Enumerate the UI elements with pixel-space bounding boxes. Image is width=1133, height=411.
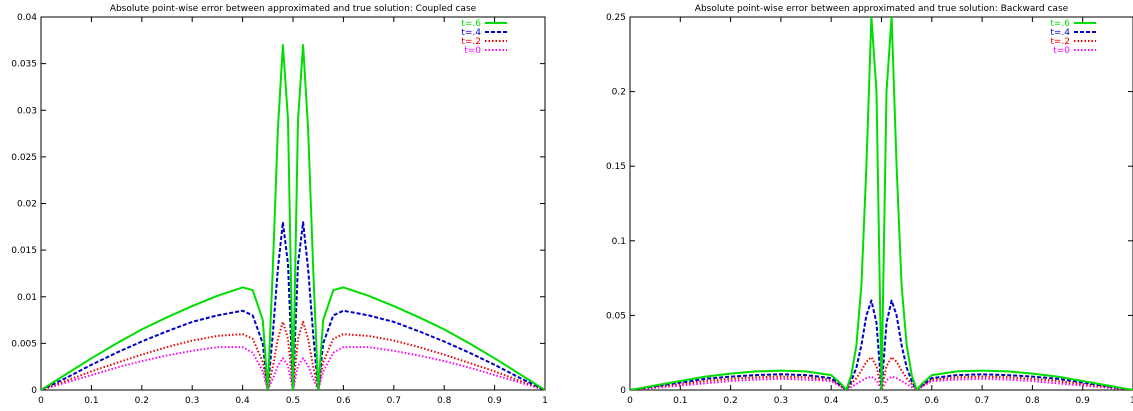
legend-label: t=.6: [1050, 19, 1070, 29]
x-tick-label: 0.4: [235, 396, 250, 406]
x-tick-label: 0.7: [387, 396, 401, 406]
series-line-t=.4: [630, 299, 1133, 390]
y-tick-label: 0.015: [11, 246, 37, 256]
series-line-t=.2: [41, 320, 545, 390]
y-tick-label: 0: [31, 386, 37, 396]
series-line-t=.6: [41, 44, 545, 390]
x-tick-label: 0.5: [286, 396, 300, 406]
y-tick-label: 0.1: [612, 237, 626, 247]
x-tick-label: 0.6: [336, 396, 351, 406]
x-tick-label: 0.6: [925, 396, 940, 406]
legend-label: t=.2: [1050, 37, 1070, 47]
x-tick-label: 0.1: [673, 396, 687, 406]
x-tick-label: 0.9: [1076, 396, 1091, 406]
x-tick-label: 0.8: [1025, 396, 1040, 406]
y-tick-label: 0.02: [17, 200, 37, 210]
chart-1: Absolute point-wise error between approx…: [11, 4, 548, 406]
x-tick-label: 0.3: [185, 396, 199, 406]
y-tick-label: 0.01: [17, 293, 37, 303]
x-tick-label: 1: [542, 396, 548, 406]
legend-label: t=.2: [461, 37, 481, 47]
x-tick-label: 0.1: [84, 396, 98, 406]
chart-title: Absolute point-wise error between approx…: [110, 4, 477, 14]
y-tick-label: 0: [620, 386, 626, 396]
series-line-t=.6: [630, 17, 1133, 390]
plot-frame: [40, 16, 546, 391]
y-tick-label: 0.005: [11, 339, 37, 349]
y-tick-label: 0.15: [606, 162, 626, 172]
y-tick-label: 0.035: [11, 60, 37, 70]
legend-label: t=.4: [1050, 28, 1070, 38]
legend-label: t=.4: [461, 28, 481, 38]
x-tick-label: 0.9: [487, 396, 502, 406]
x-tick-label: 0.4: [824, 396, 839, 406]
y-tick-label: 0.25: [606, 13, 626, 23]
y-tick-label: 0.025: [11, 153, 37, 163]
y-tick-label: 0.2: [612, 88, 626, 98]
legend-label: t=.6: [461, 19, 481, 29]
legend-label: t=0: [464, 46, 481, 56]
chart-title: Absolute point-wise error between approx…: [695, 4, 1069, 14]
x-tick-label: 0.2: [723, 396, 737, 406]
legend-label: t=0: [1053, 46, 1070, 56]
x-tick-label: 0.7: [975, 396, 989, 406]
series-line-t=.4: [41, 221, 545, 390]
x-tick-label: 0.8: [437, 396, 452, 406]
x-tick-label: 0: [627, 396, 633, 406]
x-tick-label: 0.2: [135, 396, 149, 406]
chart-2: Absolute point-wise error between approx…: [606, 4, 1133, 406]
y-tick-label: 0.03: [17, 106, 37, 116]
x-tick-label: 0: [38, 396, 44, 406]
x-tick-label: 0.3: [774, 396, 788, 406]
x-tick-label: 1: [1130, 396, 1133, 406]
y-tick-label: 0.04: [17, 13, 37, 23]
y-tick-label: 0.05: [606, 311, 626, 321]
x-tick-label: 0.5: [874, 396, 888, 406]
